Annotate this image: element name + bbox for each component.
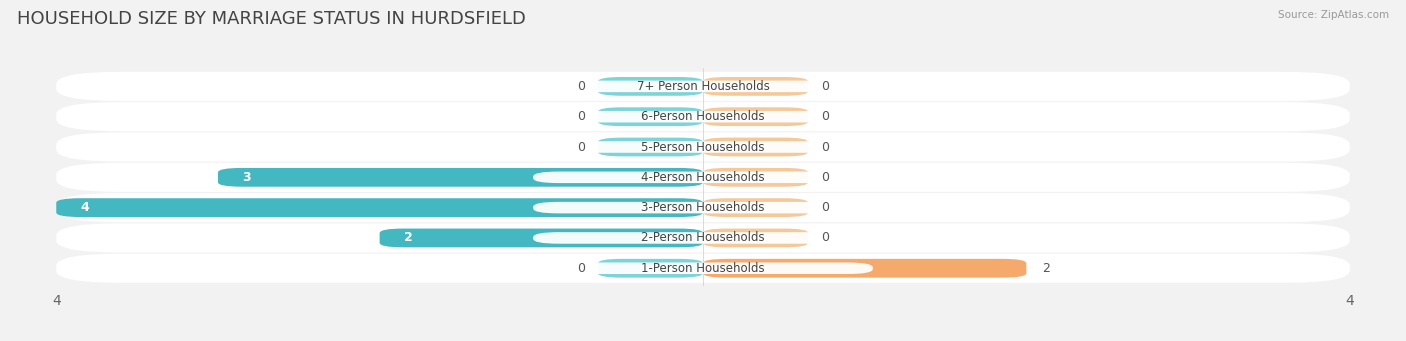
Text: 0: 0: [821, 140, 830, 153]
Text: 6-Person Households: 6-Person Households: [641, 110, 765, 123]
FancyBboxPatch shape: [533, 80, 873, 92]
FancyBboxPatch shape: [703, 138, 808, 157]
FancyBboxPatch shape: [56, 254, 1350, 283]
FancyBboxPatch shape: [598, 138, 703, 157]
Text: 1-Person Households: 1-Person Households: [641, 262, 765, 275]
FancyBboxPatch shape: [218, 168, 703, 187]
FancyBboxPatch shape: [703, 259, 1026, 278]
FancyBboxPatch shape: [56, 198, 703, 217]
FancyBboxPatch shape: [703, 107, 808, 126]
FancyBboxPatch shape: [703, 168, 808, 187]
FancyBboxPatch shape: [56, 72, 1350, 101]
FancyBboxPatch shape: [703, 198, 808, 217]
Text: 0: 0: [576, 262, 585, 275]
Text: 3: 3: [242, 171, 250, 184]
Text: 7+ Person Households: 7+ Person Households: [637, 80, 769, 93]
FancyBboxPatch shape: [533, 111, 873, 122]
FancyBboxPatch shape: [533, 202, 873, 213]
Text: 5-Person Households: 5-Person Households: [641, 140, 765, 153]
Text: 0: 0: [576, 110, 585, 123]
Text: 0: 0: [576, 80, 585, 93]
Text: HOUSEHOLD SIZE BY MARRIAGE STATUS IN HURDSFIELD: HOUSEHOLD SIZE BY MARRIAGE STATUS IN HUR…: [17, 10, 526, 28]
FancyBboxPatch shape: [380, 228, 703, 247]
FancyBboxPatch shape: [598, 259, 703, 278]
FancyBboxPatch shape: [56, 163, 1350, 192]
Text: 0: 0: [821, 201, 830, 214]
FancyBboxPatch shape: [598, 77, 703, 96]
Text: 0: 0: [576, 140, 585, 153]
Text: 0: 0: [821, 110, 830, 123]
Text: 0: 0: [821, 80, 830, 93]
FancyBboxPatch shape: [533, 263, 873, 274]
Text: Source: ZipAtlas.com: Source: ZipAtlas.com: [1278, 10, 1389, 20]
Text: 2: 2: [404, 232, 412, 244]
FancyBboxPatch shape: [598, 107, 703, 126]
FancyBboxPatch shape: [533, 232, 873, 244]
FancyBboxPatch shape: [703, 228, 808, 247]
Text: 3-Person Households: 3-Person Households: [641, 201, 765, 214]
FancyBboxPatch shape: [56, 102, 1350, 131]
FancyBboxPatch shape: [56, 223, 1350, 252]
Text: 2-Person Households: 2-Person Households: [641, 232, 765, 244]
Text: 0: 0: [821, 171, 830, 184]
Legend: Family, Nonfamily: Family, Nonfamily: [617, 340, 789, 341]
FancyBboxPatch shape: [56, 132, 1350, 162]
FancyBboxPatch shape: [533, 141, 873, 153]
Text: 4: 4: [80, 201, 89, 214]
Text: 0: 0: [821, 232, 830, 244]
Text: 2: 2: [1043, 262, 1050, 275]
FancyBboxPatch shape: [533, 172, 873, 183]
FancyBboxPatch shape: [56, 193, 1350, 222]
FancyBboxPatch shape: [703, 77, 808, 96]
Text: 4-Person Households: 4-Person Households: [641, 171, 765, 184]
